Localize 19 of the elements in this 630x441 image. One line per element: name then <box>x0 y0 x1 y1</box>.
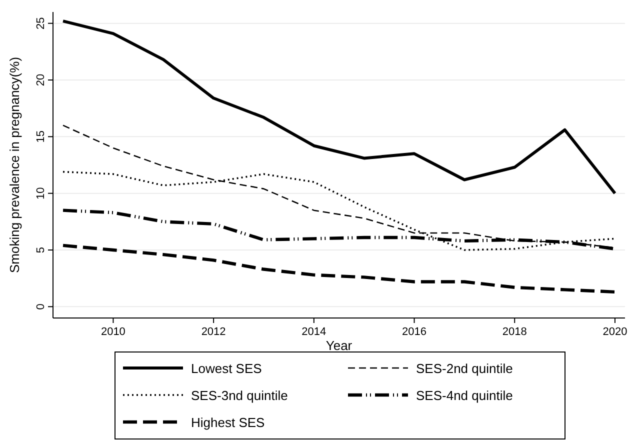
x-tick-label: 2014 <box>302 326 326 338</box>
legend-label: SES-3nd quintile <box>191 388 288 403</box>
y-tick-label: 25 <box>35 17 47 30</box>
y-axis-title: Smoking prevalence in pregnancy(%) <box>7 56 22 274</box>
legend-label: SES-2nd quintile <box>416 361 513 376</box>
y-tick-label: 0 <box>35 304 47 310</box>
x-tick-label: 2018 <box>502 326 527 338</box>
x-axis-title: Year <box>326 338 353 353</box>
x-tick-label: 2020 <box>602 326 628 338</box>
legend-label: Highest SES <box>191 415 266 430</box>
y-tick-label: 5 <box>35 246 47 254</box>
y-tick-label: 20 <box>35 74 47 86</box>
x-tick-label: 2010 <box>100 326 126 338</box>
legend-label: SES-4nd quintile <box>416 388 513 403</box>
y-tick-label: 10 <box>35 187 47 200</box>
x-tick-label: 2016 <box>402 326 427 338</box>
legend-label: Lowest SES <box>191 361 262 376</box>
x-tick-label: 2012 <box>201 326 226 338</box>
y-tick-label: 15 <box>35 130 47 143</box>
